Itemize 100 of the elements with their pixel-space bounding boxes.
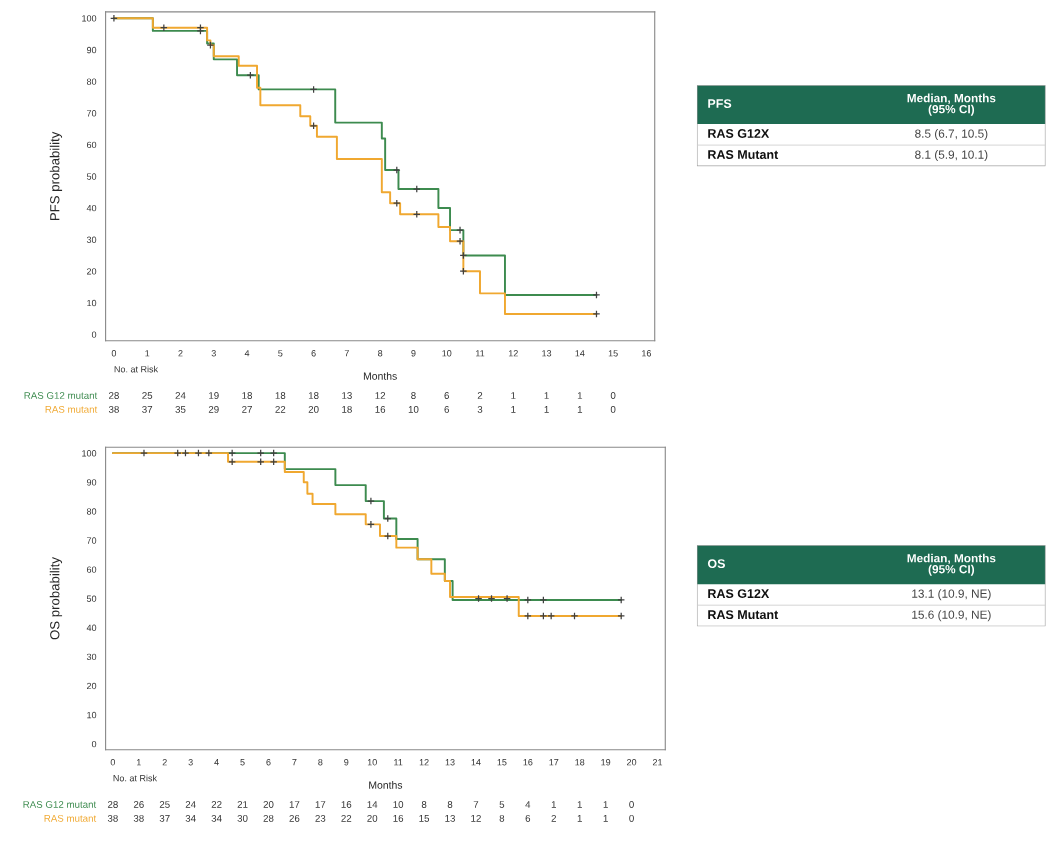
text: Median, Months (95% CI) <box>907 93 996 116</box>
text: RAS mutant <box>45 405 98 413</box>
y-tick-label: 100 <box>82 15 97 22</box>
x-tick-label: 3 <box>211 350 216 357</box>
x-tick-label: 8 <box>378 350 383 357</box>
point <box>228 449 237 457</box>
y-tick-label: 60 <box>86 566 97 573</box>
point <box>539 612 548 620</box>
y-tick-label: 10 <box>87 299 97 307</box>
y-tick-label: 30 <box>86 653 97 661</box>
point <box>367 497 375 505</box>
point <box>204 449 213 457</box>
x-tick-label: 21 <box>652 759 663 766</box>
x-tick-label: 5 <box>278 350 283 357</box>
point <box>617 596 626 604</box>
x-tick-label: 2 <box>162 759 167 766</box>
point <box>617 612 626 620</box>
x-tick-label: 4 <box>244 350 250 357</box>
x-tick-label: 2 <box>178 350 183 357</box>
x-tick-label: 19 <box>601 759 611 766</box>
text: RAS G12X <box>708 589 770 599</box>
y-tick-label: 50 <box>86 173 97 180</box>
x-tick-label: 10 <box>442 350 452 357</box>
point <box>456 226 464 235</box>
x-axis-title: Months <box>363 372 397 380</box>
x-tick-label: 17 <box>549 759 559 766</box>
point <box>592 291 601 299</box>
x-tick-label: 10 <box>367 759 377 766</box>
text: 8.5 (6.7, 10.5) <box>915 129 988 141</box>
x-tick-label: 7 <box>292 759 297 766</box>
y-tick-label: 80 <box>86 508 97 515</box>
point <box>110 14 118 23</box>
point <box>367 520 375 529</box>
point <box>140 449 148 457</box>
y-tick-label: 70 <box>86 110 97 117</box>
x-tick-label: 6 <box>311 350 316 357</box>
x-tick-label: 6 <box>266 759 271 766</box>
point <box>181 449 190 457</box>
x-tick-label: 12 <box>508 350 518 357</box>
text: RAS Mutant <box>708 610 779 620</box>
x-axis-title: Months <box>369 781 403 789</box>
text: 38 38 37 34 34 30 28 26 23 22 20 16 15 13 12 8 6 2 1 1 0 <box>107 814 634 822</box>
point <box>173 449 182 457</box>
text: 38 37 35 29 27 22 20 18 16 10 6 3 1 1 1 0 <box>108 405 616 413</box>
point <box>456 237 464 246</box>
x-tick-label: 18 <box>575 759 585 766</box>
point <box>194 449 203 457</box>
text: RAS G12 mutant <box>23 801 97 808</box>
y-axis-title: OS probability <box>49 557 63 640</box>
x-tick-label: 20 <box>627 759 637 766</box>
y-tick-label: 0 <box>91 740 97 748</box>
point <box>547 612 556 620</box>
y-tick-label: 70 <box>86 537 97 544</box>
x-tick-label: 0 <box>110 759 116 766</box>
y-tick-label: 100 <box>82 450 97 457</box>
x-tick-label: 16 <box>642 350 652 357</box>
text: OS <box>707 559 725 569</box>
y-tick-label: 90 <box>86 46 97 54</box>
text: Median, Months (95% CI) <box>907 553 996 576</box>
text: No. at Risk <box>113 774 158 782</box>
y-tick-label: 90 <box>86 479 97 486</box>
text: No. at Risk <box>114 365 159 373</box>
x-tick-label: 12 <box>419 759 429 766</box>
point <box>392 166 401 174</box>
text: 15.6 (10.9, NE) <box>912 610 991 622</box>
y-tick-label: 60 <box>86 141 97 149</box>
x-tick-label: 3 <box>188 759 193 766</box>
x-tick-label: 5 <box>240 759 245 766</box>
text: 28 25 24 19 18 18 18 13 12 8 6 2 1 1 1 0 <box>109 392 616 399</box>
point <box>570 612 579 620</box>
x-tick-label: 9 <box>344 759 349 766</box>
y-tick-label: 0 <box>91 331 97 338</box>
text: 28 26 25 24 22 21 20 17 17 16 14 10 8 8 7 5 4 1 1 1 0 <box>107 801 634 808</box>
point <box>412 185 421 193</box>
point <box>592 310 601 318</box>
x-tick-label: 15 <box>497 759 507 766</box>
x-tick-label: 14 <box>471 759 481 766</box>
text: 8.1 (5.9, 10.1) <box>915 150 988 162</box>
text: RAS G12X <box>708 129 770 138</box>
x-tick-label: 4 <box>214 759 219 766</box>
x-tick-label: 11 <box>394 759 403 766</box>
text: RAS G12 mutant <box>24 392 98 399</box>
y-tick-label: 40 <box>86 204 97 212</box>
point <box>539 596 548 604</box>
point <box>269 449 278 457</box>
text: RAS Mutant <box>708 150 779 159</box>
text: RAS mutant <box>44 814 97 822</box>
y-tick-label: 40 <box>86 624 97 631</box>
point <box>196 27 205 35</box>
point <box>256 449 265 457</box>
y-tick-label: 20 <box>86 682 97 690</box>
point <box>383 532 392 540</box>
y-axis-title: PFS probability <box>49 131 63 221</box>
x-tick-label: 13 <box>542 350 552 357</box>
y-tick-label: 50 <box>86 595 97 602</box>
x-tick-label: 11 <box>476 350 485 357</box>
x-tick-label: 9 <box>411 350 416 357</box>
point <box>523 596 532 604</box>
x-tick-label: 1 <box>145 350 150 357</box>
text: 13.1 (10.9, NE) <box>912 589 991 601</box>
